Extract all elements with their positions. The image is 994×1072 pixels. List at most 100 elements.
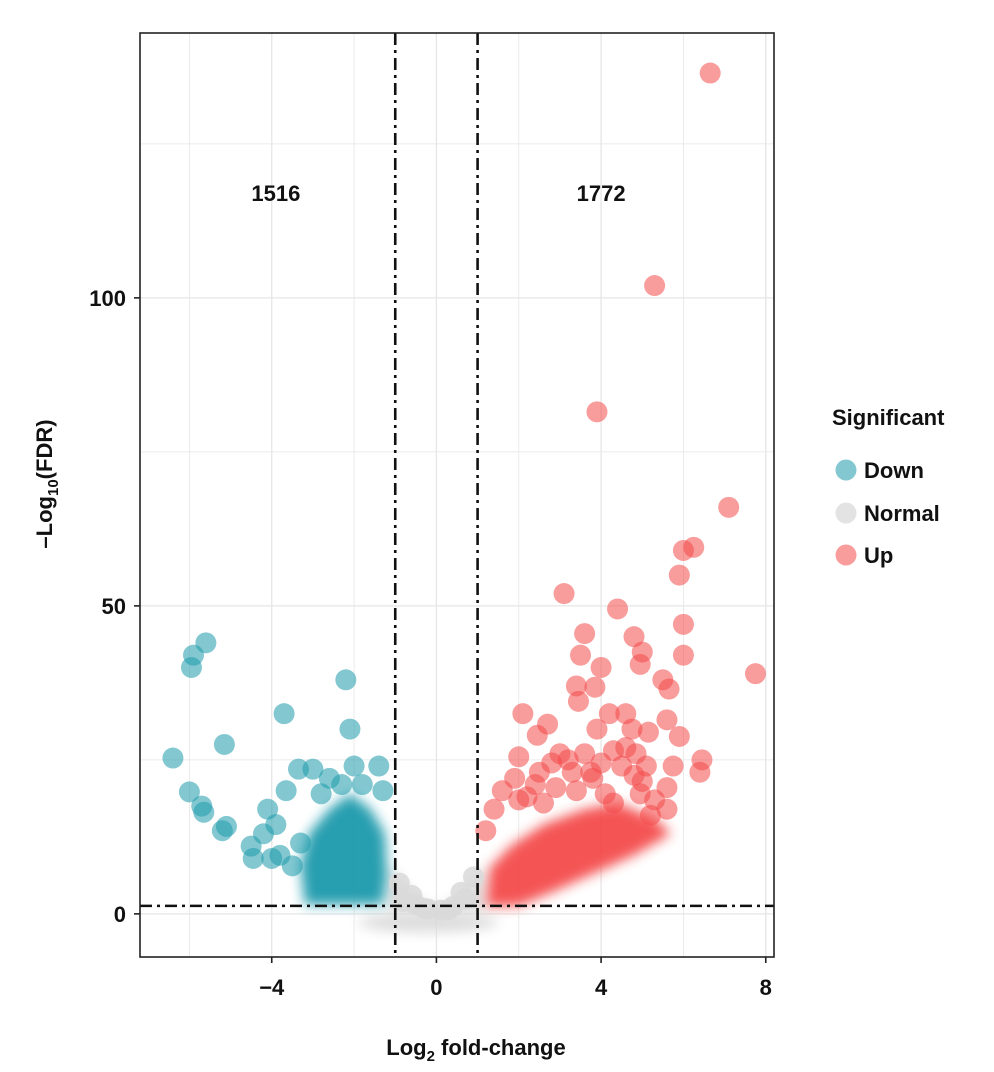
x-tick-label: −4 [259,975,285,1000]
point-up [586,718,608,740]
point-down [368,755,390,777]
point-up [512,703,534,725]
point-down [372,780,394,802]
point-up [658,678,680,700]
plot-background [140,33,774,957]
point-down [213,733,235,755]
point-up [689,761,711,783]
point-down [273,703,295,725]
grid-lines [140,33,774,957]
normal-cloud-base [358,912,499,933]
point-up [656,709,678,731]
point-up [483,798,505,820]
point-up [545,777,567,799]
y-axis-title-rest: (FDR) [32,419,57,479]
point-up [668,725,690,747]
legend-item-down: Down [835,458,924,483]
axis-ticks: −4 0 4 8 0 50 100 [89,286,772,1000]
legend-item-up: Up [835,543,893,568]
point-up [668,564,690,586]
point-down [288,758,309,780]
threshold-lines [140,33,774,957]
point-down [195,632,217,654]
point-down [162,747,184,769]
point-down [257,798,279,820]
point-up [644,275,666,297]
point-down [178,781,200,803]
y-tick-label: 0 [114,902,126,927]
point-up [574,623,596,645]
point-up [672,613,694,635]
point-up [699,62,721,84]
point-up [662,755,684,777]
y-tick-label: 50 [102,594,126,619]
point-up [565,675,587,697]
point-up [598,703,620,725]
point-up [565,780,587,802]
point-normal [413,897,435,919]
x-tick-label: 0 [430,975,442,1000]
up-cloud [485,803,672,907]
point-up [516,786,538,808]
point-up [644,789,666,811]
point-down [290,832,312,854]
point-normal [462,866,484,888]
point-normal [450,881,472,903]
point-up [623,626,645,648]
point-down [193,801,215,823]
point-down [242,847,264,869]
point-up [621,718,643,740]
point-up [590,656,612,678]
point-up [526,724,548,746]
point-down [261,847,283,869]
x-tick-label: 4 [595,975,608,1000]
point-down [302,758,324,780]
point-up [637,721,659,743]
point-down [331,774,353,796]
legend: Significant Down Normal Up [832,405,945,568]
point-up [744,663,766,685]
point-up [475,820,497,842]
point-clouds [300,793,672,933]
legend-item-normal: Normal [835,501,940,526]
x-axis-title-subscript: 2 [427,1048,435,1065]
point-up [607,598,629,620]
point-normal [438,899,460,921]
x-axis-title: Log2 fold-change [386,1035,565,1065]
legend-swatch-up [835,544,857,566]
plot-border [139,32,775,958]
point-down [310,783,332,805]
x-axis-title-main: Log [386,1035,426,1060]
point-up [584,676,606,698]
point-up [508,746,530,768]
y-axis-title-main: –Log [32,496,57,549]
annotations: 1516 1772 [251,181,625,206]
point-down [335,669,357,691]
point-down [275,780,297,802]
down-cloud [300,793,388,905]
point-up [567,690,589,712]
point-up [491,780,513,802]
point-up [561,761,583,783]
legend-label-up: Up [864,543,893,568]
point-up [672,539,694,561]
legend-label-normal: Normal [864,501,940,526]
legend-label-down: Down [864,458,924,483]
data-points [162,62,766,921]
point-down [281,855,303,877]
point-up [570,644,592,666]
y-tick-label: 100 [89,286,126,311]
y-axis-title: –Log10(FDR) [32,419,62,548]
x-tick-label: 8 [760,975,772,1000]
point-up [718,496,740,518]
y-axis-title-subscript: 10 [45,479,62,496]
point-down [215,815,237,837]
point-down [265,814,287,836]
count-annotation: 1516 [251,181,300,206]
x-axis-title-rest: fold-change [435,1035,566,1060]
legend-swatch-down [835,459,857,481]
point-up [586,401,608,423]
point-down [351,774,373,796]
point-up [672,644,694,666]
